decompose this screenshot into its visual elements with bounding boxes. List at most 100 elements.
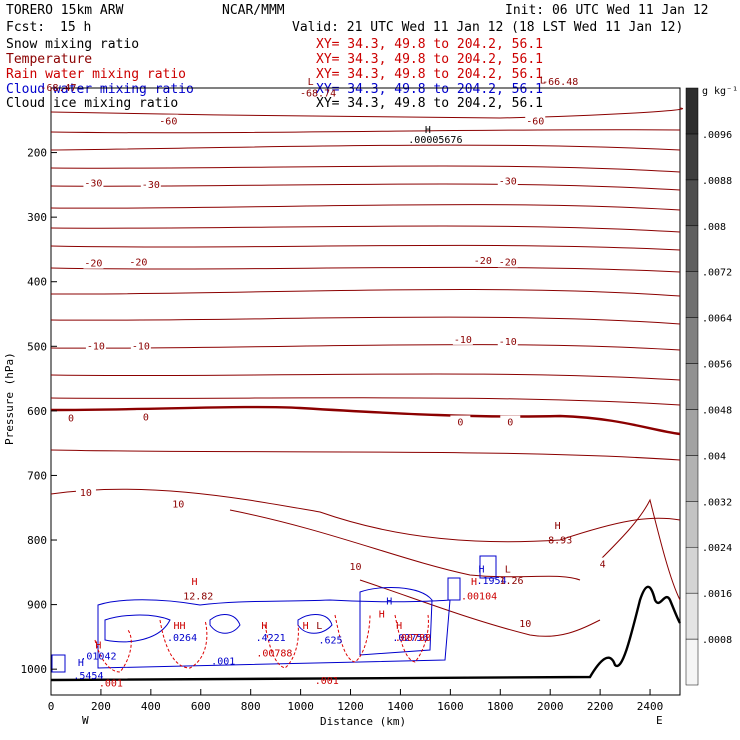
rain-contour [394, 614, 429, 663]
colorbar-tick-label: .0048 [702, 405, 732, 416]
rain-water-contours [94, 614, 429, 673]
colorbar-tick-label: .004 [702, 451, 726, 462]
isotherm-line [50, 144, 681, 151]
fcst-value: 15 h [60, 20, 91, 35]
init-time: Init: 06 UTC Wed 11 Jan 12 [505, 3, 709, 18]
legend-rain: Rain water mixing ratio [6, 67, 186, 82]
contour-label-bg [525, 114, 546, 127]
contour-label: 10 [172, 500, 184, 511]
extremum-label: H [425, 125, 431, 136]
x-tick-label: 1800 [487, 700, 514, 713]
colorbar-cell [685, 133, 699, 181]
contour-label-bg [83, 176, 104, 189]
contour-label-bg [168, 497, 189, 510]
isotherm-line [50, 266, 681, 273]
cloud-water-contour [209, 614, 241, 634]
contour-label: -20 [84, 259, 102, 270]
y-tick-label: 200 [27, 147, 47, 160]
x-tick-label: 1400 [387, 700, 414, 713]
colorbar-cell [685, 271, 699, 318]
colorbar-tick-label: .0008 [702, 635, 732, 646]
extremum-label: -68.47 [40, 83, 76, 94]
isotherm-line [50, 204, 681, 211]
colorbar-cell [685, 225, 699, 272]
x-tick-label: 400 [141, 700, 161, 713]
y-axis: 200 300 400 500 600 700 800 900 1000 [21, 147, 57, 676]
cloud-water-contour [51, 654, 66, 673]
cloud-water-contour [359, 587, 433, 656]
contour-label-bg [500, 415, 521, 428]
isotherm-line [50, 397, 681, 406]
plot-frame [50, 87, 681, 696]
y-tick-label: 900 [27, 599, 47, 612]
colorbar-tick-label: .0024 [702, 543, 732, 554]
extremum-label: H [95, 641, 101, 652]
legend-cloud-ice-xy: XY= 34.3, 49.8 to 204.2, 56.1 [316, 96, 543, 111]
x-axis: 0 200 400 600 800 1000 1200 1400 1600 1800 2000 220… [48, 689, 663, 713]
contour-label-bg [450, 415, 471, 428]
contour-label: -20 [129, 257, 147, 268]
contour-label-bg [85, 339, 106, 352]
x-tick-label: 800 [241, 700, 261, 713]
isotherm-line [50, 129, 681, 134]
colorbar-cell [685, 179, 699, 227]
contour-label: -30 [142, 180, 160, 191]
isotherm-line [50, 107, 683, 119]
contour-label: 4 [600, 560, 606, 571]
contour-label: 0 [457, 417, 463, 428]
contour-label: -10 [87, 341, 105, 352]
x-tick-label: 0 [48, 700, 55, 713]
endpoint-east: E [656, 714, 663, 727]
extremum-label: L [540, 75, 546, 86]
isotherm-line [50, 316, 681, 325]
contour-label-bg [83, 256, 104, 269]
extremum-label: H [303, 621, 309, 632]
extremum-label: .00788 [395, 633, 431, 644]
extremum-label: HH [174, 621, 186, 632]
x-tick-label: 2200 [587, 700, 614, 713]
legend-snow-xy: XY= 34.3, 49.8 to 204.2, 56.1 [316, 37, 543, 52]
org-title: NCAR/MMM [222, 3, 285, 18]
extremum-label: .001 [315, 676, 339, 687]
legend-rain-xy: XY= 34.3, 49.8 to 204.2, 56.1 [316, 67, 543, 82]
fcst-label: Fcst: [6, 20, 45, 35]
y-tick-label: 1000 [21, 663, 48, 676]
extremum-label: -66.48 [542, 77, 578, 88]
cloud-water-contour [479, 555, 497, 579]
colorbar-cell [685, 87, 699, 135]
cloud-water-contour [97, 599, 451, 669]
legend-snow: Snow mixing ratio [6, 37, 139, 52]
legend-temperature-xy: XY= 34.3, 49.8 to 204.2, 56.1 [316, 52, 543, 67]
isotherm-line [50, 449, 681, 461]
colorbar-tick-label: .0056 [702, 360, 732, 371]
colorbar-tick-label: .0032 [702, 497, 732, 508]
extremum-label: H [192, 577, 198, 588]
valid-time: Valid: 21 UTC Wed 11 Jan 12 (18 LST Wed … [292, 20, 683, 35]
contour-label: 10 [80, 488, 92, 499]
extremum-label: H [479, 564, 485, 575]
extremum-label: 8.93 [548, 535, 572, 546]
contour-label: 0 [507, 417, 513, 428]
colorbar-cell [685, 501, 699, 548]
extremum-label: .0264 [167, 633, 197, 644]
contour-label-bg [497, 334, 518, 347]
x-tick-label: 600 [191, 700, 211, 713]
colorbar-unit: g kg⁻¹ [702, 86, 738, 97]
colorbar-cell [685, 546, 699, 594]
contour-label: -10 [499, 337, 517, 348]
isotherm-line [359, 579, 601, 637]
isotherm-line [50, 288, 681, 297]
contour-label-bg [452, 332, 473, 345]
colorbar-cell [685, 638, 699, 686]
colorbar-tick-label: .0064 [702, 314, 732, 325]
isotherm-line [50, 225, 681, 233]
legend-temperature: Temperature [6, 52, 92, 67]
y-tick-label: 700 [27, 469, 47, 482]
colorbar-tick-label: .0072 [702, 268, 732, 279]
model-title: TORERO 15km ARW [6, 3, 124, 18]
extremum-label: L [505, 564, 511, 575]
extremum-label: .5454 [73, 671, 103, 682]
extremum-label: 1.26 [499, 576, 523, 587]
extremum-label: .625 [319, 635, 343, 646]
extremum-label: .00104 [461, 591, 497, 602]
